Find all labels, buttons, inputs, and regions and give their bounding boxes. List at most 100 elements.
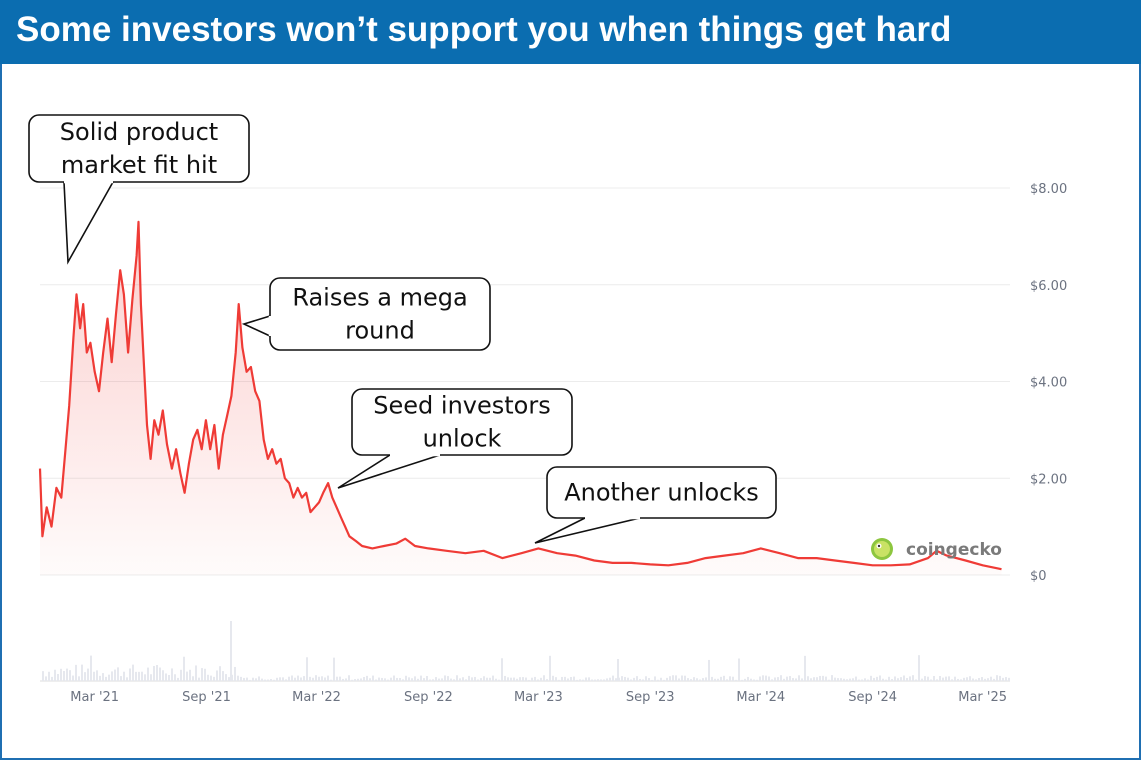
- volume-bar: [240, 676, 242, 681]
- callout-text: Another unlocks: [564, 479, 759, 507]
- volume-bar: [321, 676, 323, 681]
- volume-bar: [528, 679, 530, 681]
- volume-bar: [387, 679, 389, 681]
- volume-bar: [861, 679, 863, 681]
- callout-pointer: [63, 181, 114, 265]
- volume-bar: [951, 679, 953, 681]
- volume-bar: [843, 678, 845, 681]
- volume-bar: [405, 675, 407, 681]
- volume-bar: [942, 677, 944, 681]
- volume-bar: [384, 678, 386, 681]
- volume-bar: [630, 679, 632, 681]
- volume-bar: [858, 679, 860, 681]
- volume-bar: [261, 678, 263, 681]
- volume-bar: [147, 667, 149, 681]
- volume-bar: [465, 679, 467, 681]
- volume-bar: [246, 677, 248, 681]
- volume-bar: [717, 678, 719, 681]
- volume-bar: [195, 665, 197, 681]
- volume-bar: [933, 676, 935, 681]
- volume-bar: [327, 675, 329, 681]
- gecko-logo-icon: [871, 538, 893, 560]
- volume-bar: [69, 670, 71, 681]
- volume-bar: [576, 679, 578, 681]
- volume-bar: [966, 677, 968, 681]
- x-axis-ticks: Mar '21 Sep '21 Mar '22 Sep '22 Mar '23 Sep '…: [70, 690, 1007, 705]
- volume-bar: [93, 671, 95, 681]
- volume-bar: [888, 676, 890, 681]
- volume-bar: [609, 677, 611, 681]
- x-tick-label: Mar '21: [70, 690, 119, 705]
- volume-bar: [273, 679, 275, 681]
- callout-mega-round: Raises a mega round: [241, 277, 491, 351]
- volume-bar: [525, 677, 527, 681]
- volume-bar: [852, 678, 854, 681]
- volume-bar: [510, 677, 512, 681]
- volume-bar: [258, 676, 260, 681]
- volume-bar: [546, 679, 548, 681]
- volume-bar: [315, 675, 317, 681]
- volume-bar: [237, 675, 239, 681]
- volume-bar: [267, 679, 269, 681]
- volume-bar: [876, 676, 878, 681]
- volume-bar: [798, 675, 800, 681]
- volume-bar: [435, 677, 437, 681]
- volume-bar: [552, 675, 554, 681]
- volume-bar: [375, 679, 377, 681]
- volume-bar: [936, 679, 938, 681]
- volume-bar: [687, 678, 689, 681]
- volume-bar: [591, 679, 593, 681]
- volume-bar: [150, 674, 152, 681]
- volume-bar: [543, 675, 545, 681]
- volume-bar: [534, 676, 536, 681]
- volume-bar: [171, 668, 173, 681]
- volume-bar: [96, 670, 98, 681]
- volume-bar: [489, 677, 491, 681]
- volume-bar: [813, 677, 815, 681]
- volume-bar: [666, 677, 668, 681]
- volume-bar: [903, 675, 905, 681]
- volume-bar: [75, 664, 77, 681]
- volume-bar: [657, 679, 659, 681]
- x-tick-label: Mar '22: [292, 690, 341, 705]
- volume-bar: [414, 676, 416, 681]
- volume-bar: [393, 675, 395, 681]
- volume-bar: [885, 679, 887, 681]
- volume-bar: [129, 668, 131, 681]
- volume-bar: [228, 677, 230, 681]
- volume-bar: [708, 659, 710, 681]
- x-tick-label: Sep '23: [626, 690, 675, 705]
- volume-bar: [606, 678, 608, 681]
- volume-bar: [345, 678, 347, 681]
- volume-bar: [780, 675, 782, 681]
- x-tick-label: Mar '25: [958, 690, 1007, 705]
- volume-bar: [768, 676, 770, 681]
- volume-bar: [816, 677, 818, 681]
- volume-bar: [183, 656, 185, 681]
- volume-bar: [617, 659, 619, 681]
- volume-bar: [81, 664, 83, 681]
- volume-bar: [1005, 677, 1007, 681]
- volume-bar: [219, 666, 221, 681]
- volume-bar: [915, 679, 917, 681]
- volume-bar: [102, 673, 104, 681]
- volume-bar: [837, 678, 839, 681]
- volume-bar: [111, 671, 113, 681]
- callout-seed-unlock: Seed investors unlock: [337, 388, 573, 489]
- volume-bar: [960, 679, 962, 681]
- volume-bar: [594, 679, 596, 681]
- volume-bar: [447, 676, 449, 681]
- volume-bar: [60, 668, 62, 681]
- volume-bar: [471, 677, 473, 681]
- volume-bar: [177, 677, 179, 681]
- volume-bar: [669, 676, 671, 681]
- volume-bar: [564, 676, 566, 681]
- volume-bar: [801, 678, 803, 681]
- volume-bar: [894, 676, 896, 681]
- x-tick-label: Mar '23: [514, 690, 563, 705]
- volume-bar: [396, 677, 398, 681]
- volume-bar: [90, 655, 92, 681]
- volume-bar: [230, 621, 232, 681]
- series-layer: [38, 220, 1002, 575]
- volume-bar: [480, 678, 482, 681]
